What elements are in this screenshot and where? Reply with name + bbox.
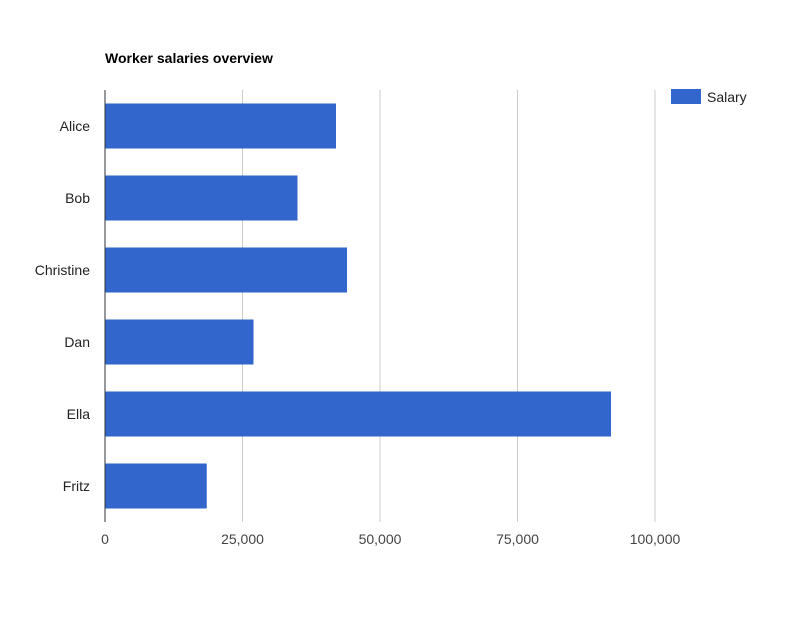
bar-dan (105, 319, 254, 365)
legend[interactable]: Salary (671, 89, 747, 105)
bar-alice (105, 103, 336, 149)
gridlines (242, 90, 656, 522)
x-tick-label: 50,000 (359, 531, 402, 547)
x-tick-label: 0 (101, 531, 109, 547)
y-category-label: Alice (60, 118, 91, 134)
bar-bob (105, 175, 298, 221)
y-category-label: Christine (35, 262, 90, 278)
y-category-label: Bob (65, 190, 90, 206)
y-category-label: Ella (67, 406, 91, 422)
legend-label: Salary (707, 89, 747, 105)
x-tick-label: 75,000 (496, 531, 539, 547)
axes: 0 25,000 50,000 75,000 100,000 Alice Bob Christ… (35, 90, 681, 547)
legend-swatch (671, 89, 701, 104)
bars (105, 103, 611, 509)
x-tick-label: 25,000 (221, 531, 264, 547)
bar-fritz (105, 463, 207, 509)
chart-title: Worker salaries overview (105, 50, 273, 66)
bar-ella (105, 391, 611, 437)
x-tick-label: 100,000 (630, 531, 681, 547)
y-category-label: Fritz (63, 478, 90, 494)
y-category-label: Dan (64, 334, 90, 350)
bar-christine (105, 247, 347, 293)
